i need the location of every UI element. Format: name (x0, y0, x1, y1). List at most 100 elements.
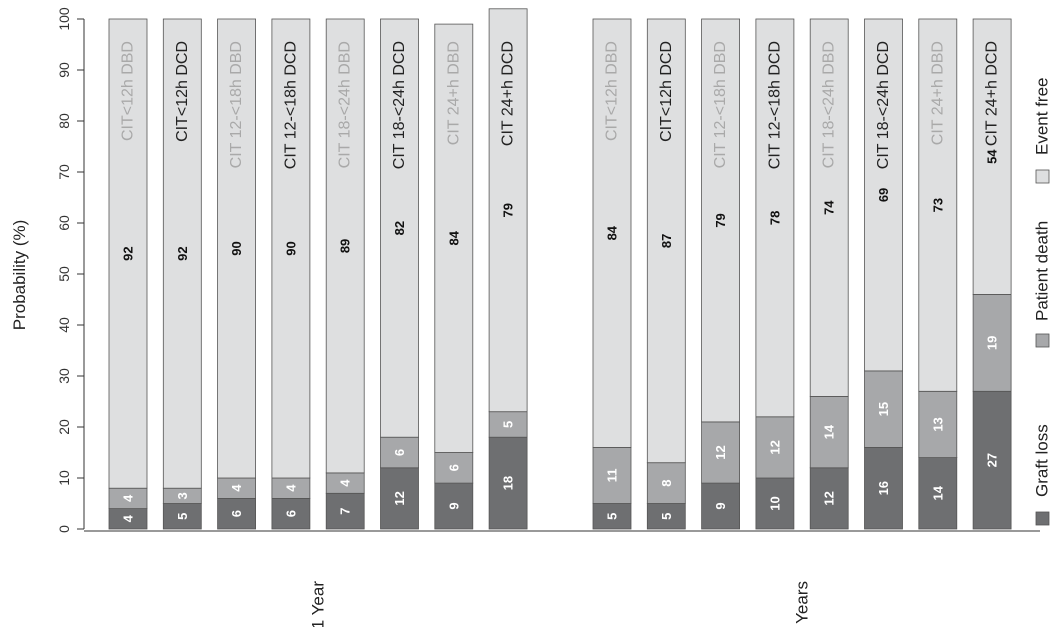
bar-segment (271, 18, 311, 479)
data-label: 14 (822, 424, 837, 439)
data-label: 5 (659, 513, 674, 520)
bar-segment (918, 18, 958, 392)
data-label: 84 (605, 225, 620, 240)
bar-segment (864, 18, 903, 372)
data-label: 6 (392, 449, 407, 456)
legend-label: Graft loss (1033, 424, 1052, 497)
category-label: CIT 12-<18h DBD (712, 41, 729, 168)
legend-item: Event free (1033, 78, 1052, 184)
category-label: CIT 12-<18h DCD (282, 41, 299, 169)
data-label: 4 (121, 494, 136, 502)
category-label: CIT 24+h DBD (929, 41, 946, 145)
bar-segment (755, 416, 795, 479)
legend: Graft loss Patient death Event free (1033, 78, 1052, 526)
data-label: 13 (930, 417, 945, 431)
data-label: 12 (767, 440, 782, 454)
bar-segment (809, 467, 849, 530)
bar-segment (488, 436, 528, 530)
data-label: 73 (930, 198, 945, 212)
bar-segment (434, 482, 474, 530)
data-label: 84 (446, 230, 461, 245)
data-label: 82 (392, 221, 407, 235)
category-label: CIT<12h DCD (174, 41, 191, 142)
bar-segment (701, 421, 740, 484)
data-label: 6 (229, 510, 244, 517)
data-label: 15 (876, 402, 891, 416)
data-label: 92 (121, 246, 136, 260)
bar-segment (325, 492, 365, 530)
bar-segment (809, 18, 849, 397)
data-label: 92 (175, 246, 190, 260)
bar-segment (592, 503, 632, 530)
bar-segment (864, 446, 903, 530)
data-label: 10 (767, 496, 782, 510)
category-label: CIT 12-<18h DBD (228, 41, 245, 168)
legend-swatch (1035, 511, 1050, 526)
bar-segment (380, 18, 419, 438)
bar-segment (162, 503, 202, 530)
data-label: 4 (229, 484, 244, 492)
y-tick-label: 50 (56, 266, 72, 282)
bar-segment (217, 18, 257, 479)
bar-segment (592, 446, 632, 504)
bar-segment (380, 467, 419, 530)
y-axis: 0 10 20 30 40 50 60 70 80 90 100 (56, 7, 1040, 533)
bar-segment (701, 482, 740, 530)
y-tick-label: 0 (56, 525, 72, 533)
bar-segment (755, 18, 795, 418)
data-label: 19 (985, 336, 1000, 350)
legend-swatch (1035, 169, 1050, 184)
data-label: 90 (283, 241, 298, 255)
bar-segment (488, 8, 528, 413)
legend-item: Patient death (1033, 221, 1052, 348)
y-tick-label: 20 (56, 419, 72, 435)
y-tick-label: 90 (56, 62, 72, 78)
data-label: 9 (713, 502, 728, 509)
y-tick-label: 40 (56, 317, 72, 333)
data-label: 27 (985, 453, 1000, 467)
bar-segment (434, 452, 474, 484)
legend-label: Patient death (1033, 221, 1052, 321)
legend-swatch (1035, 333, 1050, 348)
category-label: CIT 24+h DCD (984, 41, 1001, 146)
data-label: 12 (822, 491, 837, 505)
category-label: CIT<12h DBD (120, 41, 137, 141)
category-label: CIT 18-<24h DCD (391, 41, 408, 169)
bar-segment (646, 18, 686, 464)
category-label: CIT 18-<24h DBD (337, 41, 354, 168)
data-label: 5 (605, 513, 620, 520)
group-label: 1 Year (309, 581, 328, 627)
category-label: CIT 24+h DBD (445, 41, 462, 145)
category-label: CIT 12-<18h DCD (766, 41, 783, 169)
bar-segment (972, 18, 1012, 295)
category-label: CIT 24+h DCD (500, 41, 517, 146)
data-label: 90 (229, 241, 244, 255)
bar-segment (972, 390, 1012, 530)
bar-segment (217, 497, 257, 530)
data-label: 78 (767, 211, 782, 225)
category-label: CIT 18-<24h DBD (821, 41, 838, 168)
category-label: CIT<12h DCD (658, 41, 675, 142)
data-label: 12 (392, 491, 407, 505)
bars: 4 4 92 CIT<12h DBD 5 3 92 CIT<12h DCD 6 4 90 CIT 12… (108, 8, 1012, 530)
bar-segment (592, 18, 632, 448)
y-tick-label: 10 (56, 470, 72, 486)
data-label: 4 (338, 479, 353, 487)
category-label: CIT 18-<24h DCD (875, 41, 892, 169)
data-label: 79 (501, 203, 516, 217)
bar-segment (918, 390, 958, 458)
y-tick-label: 60 (56, 215, 72, 231)
bar-segment (701, 18, 740, 423)
y-tick-label: 100 (56, 7, 72, 31)
y-tick-label: 30 (56, 368, 72, 384)
bar-segment (864, 370, 903, 448)
data-label: 87 (659, 234, 674, 248)
bar-group: 5 11 84 CIT<12h DBD 5 8 87 CIT<12h DCD 9 12 79 CIT … (592, 18, 1012, 530)
bar-segment (809, 395, 849, 469)
category-label: CIT<12h DBD (604, 41, 621, 141)
data-label: 14 (930, 485, 945, 500)
group-label: 5 Years (793, 581, 812, 627)
bar-segment (108, 18, 148, 489)
data-label: 16 (876, 481, 891, 495)
bar-segment (646, 503, 686, 530)
